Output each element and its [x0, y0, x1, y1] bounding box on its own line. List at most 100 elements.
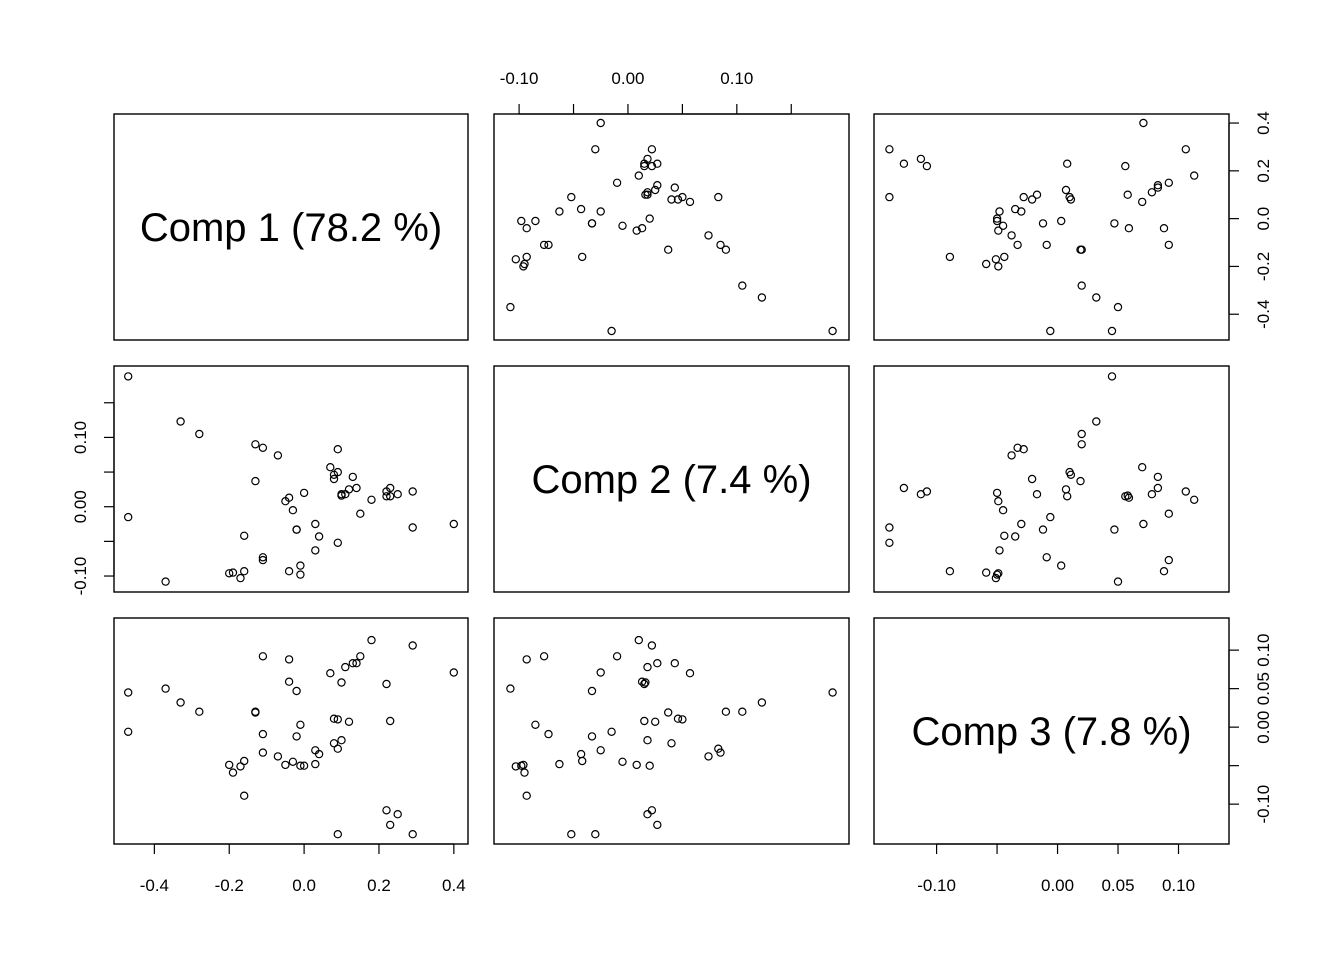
point-r1-c2-26	[596, 207, 605, 216]
point-r2-c3-37	[1147, 490, 1157, 499]
point-r1-c3-2	[1046, 326, 1055, 336]
point-r1-c2-42	[634, 171, 644, 180]
point-r2-c1-32	[333, 445, 342, 454]
point-r1-c2-22	[587, 219, 597, 228]
point-r3-c1-10	[239, 791, 249, 800]
point-r3-c1-14	[258, 652, 268, 661]
point-r2-c3-38	[1061, 485, 1071, 494]
point-r2-c3-28	[1011, 532, 1020, 541]
point-r2-c3-33	[1065, 467, 1074, 477]
point-r2-c1-15	[258, 443, 268, 452]
point-r2-c1-1	[123, 372, 133, 381]
point-r2-c1-25	[299, 488, 309, 498]
point-r1-c2-8	[511, 255, 521, 264]
point-r1-c3-19	[1124, 223, 1134, 233]
point-r3-c1-24	[296, 761, 305, 770]
point-r3-c1-34	[333, 830, 342, 839]
y-tick-label-row2-3: 0.00	[71, 490, 90, 523]
point-r3-c1-21	[292, 732, 301, 741]
point-r2-c3-22	[1110, 525, 1119, 534]
point-r3-c2-19	[637, 677, 647, 686]
point-r1-c3-15	[1013, 240, 1022, 250]
point-r1-c3-35	[1032, 190, 1042, 199]
x-tick-label-col2-3: 0.00	[611, 69, 644, 88]
point-r3-c1-40	[352, 659, 361, 668]
point-r3-c2-14	[539, 652, 549, 661]
y-tick-label-row1-4: 0.2	[1254, 159, 1273, 183]
point-r3-c2-31	[667, 739, 676, 748]
point-r2-c1-40	[352, 483, 361, 493]
point-r2-c1-2	[123, 512, 133, 522]
point-r2-c3-41	[1164, 509, 1174, 518]
point-r3-c1-41	[356, 652, 365, 661]
y-tick-label-row3-3: 0.00	[1254, 711, 1273, 744]
y-tick-label-row1-2: -0.2	[1254, 252, 1273, 281]
point-r1-c3-40	[1153, 180, 1163, 190]
x-tick-label-col2-1: -0.10	[500, 69, 539, 88]
point-r3-c1-35	[337, 736, 346, 745]
point-r1-c2-24	[517, 216, 526, 226]
point-r2-c3-2	[1046, 512, 1055, 522]
point-r2-c3-26	[1017, 519, 1026, 529]
point-r1-c2-33	[678, 192, 687, 202]
point-r3-c1-23	[296, 720, 305, 730]
point-r2-c1-45	[386, 483, 395, 493]
point-r1-c3-42	[1189, 171, 1199, 180]
point-r2-c3-5	[1077, 429, 1086, 439]
point-r2-c1-47	[393, 490, 402, 499]
point-r2-c3-3	[1113, 577, 1123, 586]
point-r1-c2-38	[651, 185, 660, 195]
point-r1-c3-50	[1139, 118, 1148, 128]
point-r1-c3-8	[991, 255, 1001, 264]
point-r3-c1-12	[251, 708, 260, 717]
x-tick-label-col3-3: 0.00	[1041, 876, 1074, 895]
point-r3-c2-50	[596, 668, 605, 677]
point-r1-c3-32	[1019, 192, 1028, 202]
point-r2-c1-3	[161, 577, 170, 586]
point-r1-c3-7	[982, 259, 991, 269]
point-r1-c2-5	[738, 281, 747, 290]
point-r3-c2-21	[587, 732, 597, 741]
point-r2-c1-18	[284, 567, 294, 576]
point-r3-c2-34	[567, 830, 576, 839]
point-r2-c3-6	[994, 569, 1003, 578]
point-r3-c2-23	[531, 720, 540, 730]
point-r2-c1-19	[284, 493, 294, 502]
x-tick-label-col3-4: 0.05	[1101, 876, 1134, 895]
point-r3-c1-42	[367, 635, 376, 645]
point-r3-c1-3	[161, 684, 170, 693]
point-r3-c2-10	[522, 791, 531, 800]
point-r2-c1-33	[333, 467, 342, 477]
point-r1-c2-7	[520, 259, 529, 269]
point-r1-c3-17	[994, 226, 1003, 235]
point-r1-c2-39	[670, 183, 680, 192]
point-r3-c1-19	[284, 677, 294, 686]
point-r2-c3-1	[1107, 372, 1117, 381]
point-r3-c2-18	[522, 655, 531, 664]
panel-1-1	[113, 113, 469, 341]
point-r1-c3-49	[885, 145, 894, 154]
point-r1-c2-14	[539, 240, 549, 250]
point-r1-c2-13	[544, 240, 553, 250]
point-r1-c2-4	[757, 293, 767, 302]
point-r3-c2-29	[685, 669, 695, 678]
point-r3-c1-31	[329, 739, 339, 748]
point-r1-c3-34	[885, 192, 894, 202]
point-r3-c1-18	[284, 655, 294, 664]
point-r2-c1-38	[344, 485, 354, 494]
point-r3-c2-48	[647, 641, 657, 650]
point-r1-c2-25	[645, 214, 654, 223]
point-r3-c1-43	[382, 806, 391, 815]
point-r2-c1-27	[311, 546, 320, 555]
x-tick-label-col3-1: -0.10	[917, 876, 956, 895]
point-r1-c2-48	[647, 145, 657, 154]
x-tick-label-col2-5: 0.10	[720, 69, 753, 88]
point-r1-c3-13	[1042, 240, 1051, 250]
point-r1-c2-34	[567, 192, 576, 202]
panel-3-1	[113, 617, 469, 845]
point-r3-c2-22	[587, 686, 597, 696]
point-r1-c2-37	[643, 188, 652, 197]
point-r1-c2-30	[673, 195, 683, 204]
point-r2-c1-16	[273, 451, 283, 460]
